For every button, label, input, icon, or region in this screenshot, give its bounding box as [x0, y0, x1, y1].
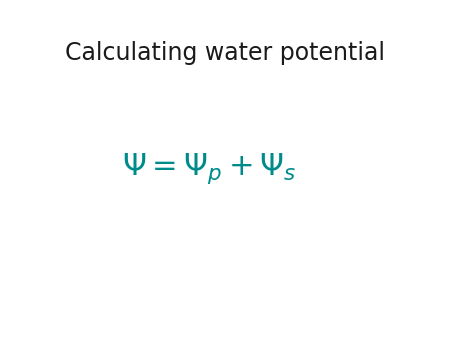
- Text: $\Psi = \Psi_p + \Psi_s$: $\Psi = \Psi_p + \Psi_s$: [122, 151, 296, 187]
- Text: Calculating water potential: Calculating water potential: [65, 41, 385, 65]
